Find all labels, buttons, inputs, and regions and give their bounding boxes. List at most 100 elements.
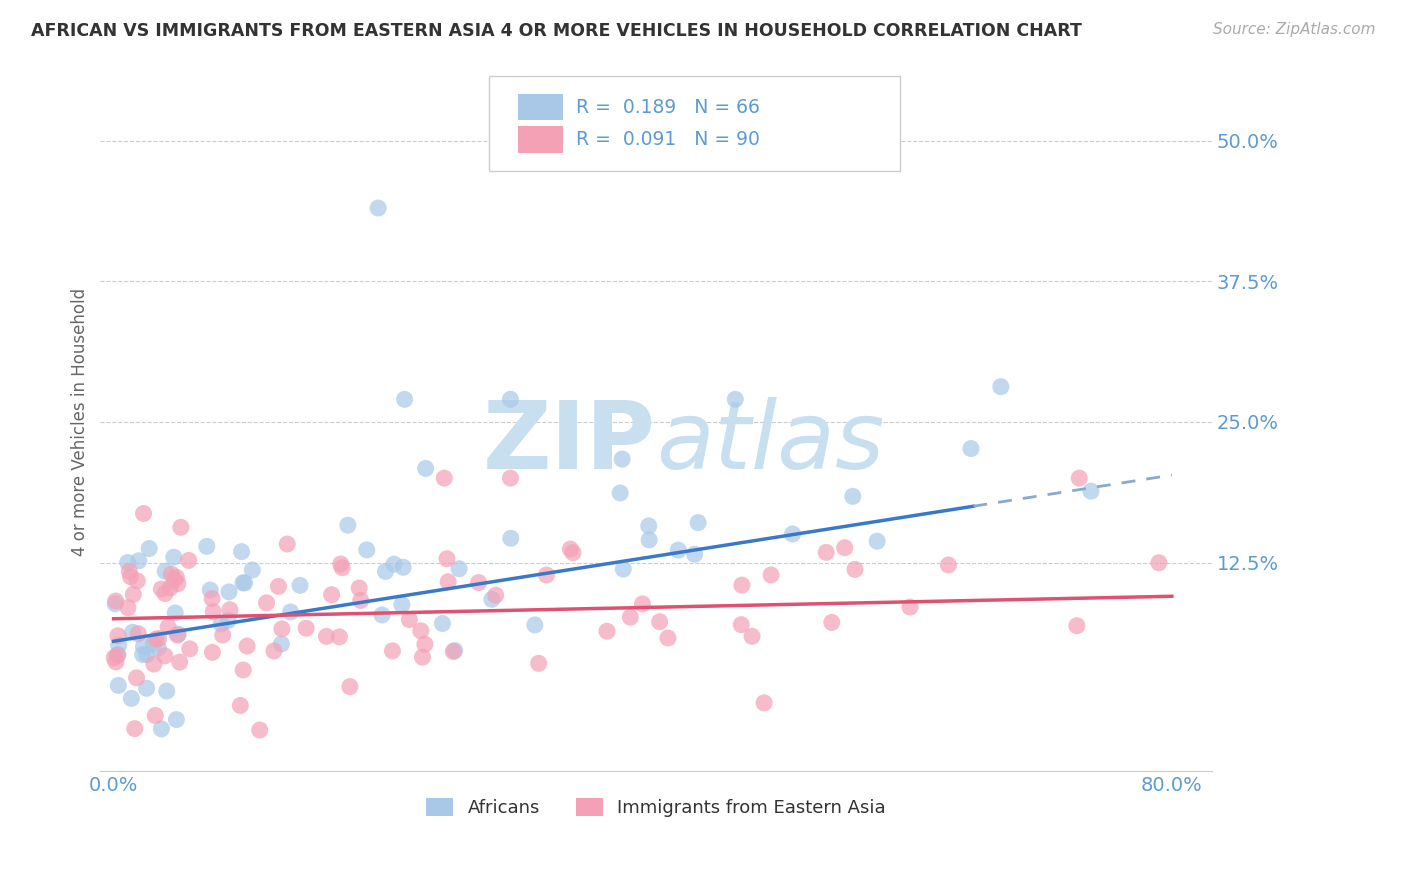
Point <box>218 585 240 599</box>
Point <box>413 637 436 651</box>
Point <box>198 582 221 597</box>
Point <box>117 556 139 570</box>
Point <box>240 563 263 577</box>
Point <box>232 575 254 590</box>
Point <box>433 471 456 485</box>
Point <box>153 564 176 578</box>
Point <box>135 681 157 696</box>
Point <box>211 628 233 642</box>
Point <box>367 201 389 215</box>
Point <box>392 560 415 574</box>
Point <box>121 625 143 640</box>
Point <box>104 655 127 669</box>
Point <box>648 615 671 629</box>
Point <box>619 610 641 624</box>
Point <box>688 516 710 530</box>
Point <box>103 650 125 665</box>
Point <box>127 574 149 588</box>
Point <box>125 671 148 685</box>
Point <box>315 629 337 643</box>
Point <box>202 605 225 619</box>
Point <box>339 680 361 694</box>
Point <box>150 582 173 596</box>
Point <box>499 392 522 407</box>
Point <box>165 570 187 584</box>
Point <box>295 621 318 635</box>
Point <box>609 486 631 500</box>
Point <box>270 637 292 651</box>
Point <box>177 553 200 567</box>
Point <box>217 614 239 628</box>
Point <box>107 648 129 662</box>
Point <box>156 684 179 698</box>
Point <box>201 591 224 606</box>
Point <box>866 534 889 549</box>
Text: Source: ZipAtlas.com: Source: ZipAtlas.com <box>1212 22 1375 37</box>
Text: R =  0.189   N = 66: R = 0.189 N = 66 <box>576 97 759 117</box>
Point <box>631 597 654 611</box>
Point <box>898 600 921 615</box>
Point <box>165 713 187 727</box>
Point <box>560 542 582 557</box>
Point <box>527 657 550 671</box>
Point <box>128 554 150 568</box>
Point <box>523 618 546 632</box>
FancyBboxPatch shape <box>519 94 562 120</box>
Point <box>960 442 983 456</box>
Point <box>637 519 659 533</box>
Point <box>148 641 170 656</box>
Point <box>330 560 353 574</box>
Point <box>1080 484 1102 499</box>
Point <box>562 546 585 560</box>
Point <box>160 567 183 582</box>
Point <box>815 545 838 559</box>
Point <box>142 657 165 671</box>
Point <box>443 643 465 657</box>
Point <box>371 607 394 622</box>
Point <box>391 598 413 612</box>
Point <box>536 568 558 582</box>
Point <box>741 629 763 643</box>
Point <box>356 542 378 557</box>
Point <box>267 579 290 593</box>
Point <box>612 452 634 467</box>
Point <box>329 557 352 571</box>
Point <box>1066 618 1088 632</box>
Point <box>834 541 856 555</box>
Point <box>280 605 302 619</box>
Point <box>612 562 634 576</box>
Point <box>120 570 142 584</box>
Point <box>481 592 503 607</box>
Text: atlas: atlas <box>657 397 884 488</box>
Point <box>231 544 253 558</box>
Point <box>233 575 256 590</box>
Point <box>436 551 458 566</box>
Point <box>398 613 420 627</box>
Point <box>1069 471 1091 485</box>
Point <box>441 644 464 658</box>
Point <box>167 576 190 591</box>
Point <box>127 626 149 640</box>
Point <box>374 565 396 579</box>
Y-axis label: 4 or more Vehicles in Household: 4 or more Vehicles in Household <box>72 288 89 556</box>
Point <box>263 644 285 658</box>
Point <box>666 543 689 558</box>
Point <box>752 696 775 710</box>
FancyBboxPatch shape <box>519 126 562 153</box>
Point <box>844 562 866 576</box>
Point <box>167 627 190 641</box>
Point <box>724 392 747 407</box>
Point <box>201 645 224 659</box>
Point <box>270 622 292 636</box>
Point <box>467 575 489 590</box>
Point <box>163 573 186 587</box>
Point <box>336 518 359 533</box>
Point <box>485 588 508 602</box>
Point <box>169 655 191 669</box>
Point <box>842 489 865 503</box>
Point <box>328 630 350 644</box>
Point <box>821 615 844 630</box>
Point <box>159 581 181 595</box>
Point <box>165 606 187 620</box>
Point <box>135 648 157 662</box>
